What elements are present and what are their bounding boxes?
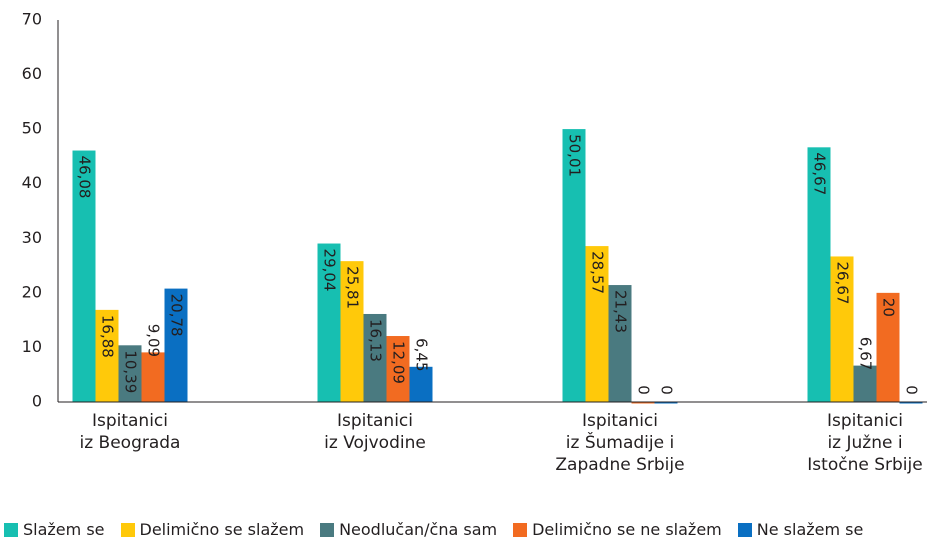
value-label: 0 [903, 385, 921, 395]
value-label: 26,67 [834, 261, 852, 304]
bar [141, 352, 165, 402]
value-label: 16,88 [99, 315, 117, 358]
legend-item: Ne slažem se [737, 520, 864, 539]
value-label: 46,67 [811, 152, 829, 195]
legend-swatch [320, 522, 335, 537]
bar [853, 365, 877, 402]
legend-swatch [4, 522, 18, 537]
value-label: 0 [635, 385, 653, 395]
value-label: 21,43 [612, 290, 630, 333]
value-label: 12,09 [390, 341, 408, 384]
bar [95, 309, 119, 402]
bar [807, 147, 831, 402]
bar [72, 150, 96, 402]
value-label: 16,13 [367, 319, 385, 362]
y-tick-label: 60 [22, 64, 42, 83]
bar [317, 243, 341, 402]
legend-swatch [737, 522, 752, 537]
x-tick-label: Ispitanici iz Beograda [79, 411, 181, 453]
value-label: 6,67 [857, 337, 875, 370]
value-label: 20,78 [168, 294, 186, 337]
legend-label: Delimično se ne slažem [532, 520, 722, 539]
bar [876, 292, 900, 402]
y-tick-label: 0 [32, 392, 42, 411]
legend: Slažem se Delimično se slažem Neodlučan/čn… [4, 520, 863, 539]
legend-label: Slažem se [23, 520, 105, 539]
bar [585, 246, 609, 402]
legend-label: Neodlučan/čna sam [339, 520, 498, 539]
x-tick-label: Ispitanici iz Južne i Istočne Srbije [807, 411, 923, 475]
legend-item: Neodlučan/čna sam [320, 520, 497, 539]
legend-item: Delimično se ne slažem [513, 520, 722, 539]
bar [409, 366, 433, 402]
value-label: 0 [658, 385, 676, 395]
legend-item: Slažem se [4, 520, 105, 539]
bar [363, 313, 387, 402]
y-tick-label: 70 [22, 10, 42, 29]
value-label: 25,81 [344, 266, 362, 309]
value-label: 6,45 [413, 338, 431, 371]
legend-label: Delimično se slažem [139, 520, 305, 539]
bar [608, 285, 632, 402]
value-label: 10,39 [122, 350, 140, 393]
x-tick-label: Ispitanici iz Vojvodine [324, 411, 426, 453]
bar [386, 336, 410, 402]
bar [118, 345, 142, 402]
y-tick-label: 50 [22, 119, 42, 138]
bar [899, 402, 923, 404]
y-tick-label: 10 [22, 337, 42, 356]
bar [830, 256, 854, 402]
value-label: 20 [880, 298, 898, 317]
value-label: 28,57 [589, 251, 607, 294]
legend-item: Delimično se slažem [120, 520, 305, 539]
legend-swatch [513, 522, 528, 537]
value-label: 46,08 [76, 156, 94, 199]
y-tick-label: 30 [22, 228, 42, 247]
bar [340, 261, 364, 402]
bar [562, 129, 586, 402]
value-label: 50,01 [566, 134, 584, 177]
value-label: 9,09 [145, 324, 163, 357]
y-tick-label: 20 [22, 282, 42, 301]
bar [654, 402, 678, 404]
y-tick-label: 40 [22, 173, 42, 192]
legend-swatch [120, 522, 135, 537]
bar [164, 288, 188, 402]
bar [631, 402, 655, 404]
value-label: 29,04 [321, 249, 339, 292]
x-tick-label: Ispitanici iz Šumadije i Zapadne Srbije [555, 411, 685, 475]
legend-label: Ne slažem se [756, 520, 864, 539]
